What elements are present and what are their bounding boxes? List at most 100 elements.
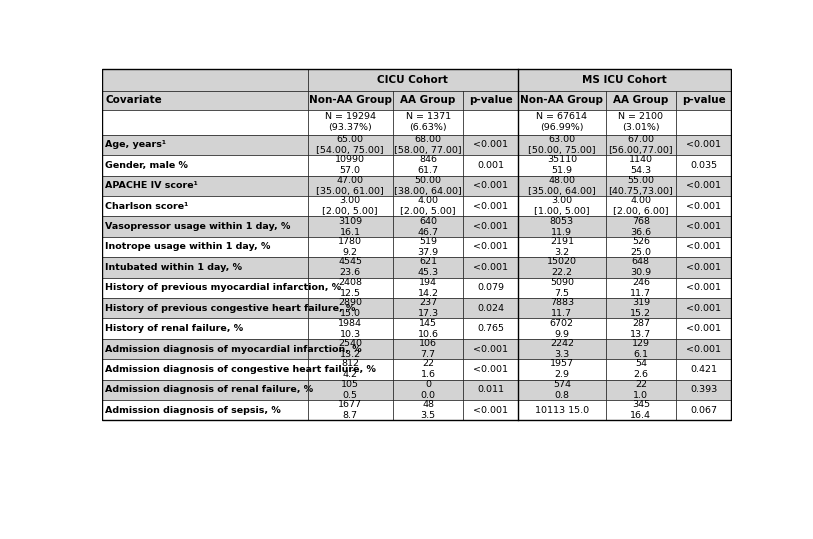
Bar (676, 379, 731, 400)
Text: 0.011: 0.011 (477, 385, 504, 395)
Text: 574
0.8: 574 0.8 (553, 380, 571, 400)
Text: 287
13.7: 287 13.7 (630, 319, 651, 338)
Text: 105
0.5: 105 0.5 (341, 380, 359, 400)
Text: 65.00
[54.00, 75.00]: 65.00 [54.00, 75.00] (316, 135, 384, 155)
Bar (606, 216, 676, 237)
Text: <0.001: <0.001 (473, 222, 508, 231)
Bar (102, 91, 307, 110)
Bar (393, 278, 463, 298)
Bar (518, 155, 606, 176)
Text: 15020
22.2: 15020 22.2 (547, 257, 577, 278)
Text: 67.00
[56.00,77.00]: 67.00 [56.00,77.00] (609, 135, 673, 155)
Text: 319
15.2: 319 15.2 (630, 298, 651, 318)
Bar (676, 135, 731, 155)
Text: 4.00
[2.00, 5.00]: 4.00 [2.00, 5.00] (400, 196, 456, 216)
Bar (463, 110, 518, 135)
Text: 8053
11.9: 8053 11.9 (550, 217, 574, 237)
Text: History of previous myocardial infarction, %: History of previous myocardial infarctio… (105, 284, 341, 292)
Text: <0.001: <0.001 (686, 181, 721, 190)
Bar (307, 359, 393, 379)
Bar (606, 110, 676, 135)
Bar (606, 176, 676, 196)
Bar (393, 110, 463, 135)
Text: 6702
9.9: 6702 9.9 (550, 319, 574, 338)
Text: 1677
8.7: 1677 8.7 (338, 400, 362, 420)
Bar (102, 400, 307, 420)
Text: Admission diagnosis of sepsis, %: Admission diagnosis of sepsis, % (105, 406, 280, 414)
Bar (518, 298, 606, 319)
Bar (676, 319, 731, 339)
Bar (518, 110, 606, 135)
Bar (463, 155, 518, 176)
Bar (307, 155, 393, 176)
Bar (102, 319, 307, 339)
Text: 2191
3.2: 2191 3.2 (550, 237, 574, 257)
Text: 48.00
[35.00, 64.00]: 48.00 [35.00, 64.00] (528, 176, 596, 196)
Text: Covariate: Covariate (106, 95, 163, 106)
Text: 129
6.1: 129 6.1 (632, 339, 650, 359)
Bar (102, 298, 307, 319)
Bar (463, 257, 518, 278)
Text: 0.765: 0.765 (477, 324, 504, 333)
Bar (676, 216, 731, 237)
Text: MS ICU Cohort: MS ICU Cohort (582, 75, 667, 85)
Text: Admission diagnosis of myocardial infarction, %: Admission diagnosis of myocardial infarc… (105, 344, 362, 354)
Bar (102, 110, 307, 135)
Text: p-value: p-value (681, 95, 725, 106)
Text: 7883
11.7: 7883 11.7 (550, 298, 574, 318)
Bar (676, 155, 731, 176)
Text: 55.00
[40.75,73.00]: 55.00 [40.75,73.00] (608, 176, 673, 196)
Text: 3.00
[1.00, 5.00]: 3.00 [1.00, 5.00] (534, 196, 589, 216)
Bar (393, 196, 463, 216)
Bar (102, 70, 307, 91)
Text: 50.00
[38.00, 64.00]: 50.00 [38.00, 64.00] (394, 176, 462, 196)
Text: 621
45.3: 621 45.3 (418, 257, 439, 278)
Text: 22
1.6: 22 1.6 (420, 360, 436, 379)
Text: 768
36.6: 768 36.6 (630, 217, 651, 237)
Bar (518, 379, 606, 400)
Bar (393, 400, 463, 420)
Bar (606, 379, 676, 400)
Text: 0.067: 0.067 (690, 406, 717, 414)
Text: 2890
15.0: 2890 15.0 (338, 298, 362, 318)
Text: <0.001: <0.001 (473, 243, 508, 252)
Bar (606, 339, 676, 359)
Text: <0.001: <0.001 (686, 303, 721, 313)
Text: <0.001: <0.001 (473, 181, 508, 190)
Text: 246
11.7: 246 11.7 (630, 278, 651, 298)
Bar (102, 135, 307, 155)
Text: Admission diagnosis of renal failure, %: Admission diagnosis of renal failure, % (105, 385, 313, 395)
Text: 846
61.7: 846 61.7 (418, 155, 438, 175)
Text: 0
0.0: 0 0.0 (420, 380, 436, 400)
Bar (307, 176, 393, 196)
Text: 2540
13.2: 2540 13.2 (338, 339, 362, 359)
Bar (102, 155, 307, 176)
Bar (518, 196, 606, 216)
Text: 2242
3.3: 2242 3.3 (550, 339, 574, 359)
Bar (393, 298, 463, 319)
Bar (307, 196, 393, 216)
Bar (518, 359, 606, 379)
Text: 10990
57.0: 10990 57.0 (335, 155, 365, 175)
Bar (676, 278, 731, 298)
Bar (518, 216, 606, 237)
Text: 648
30.9: 648 30.9 (630, 257, 651, 278)
Bar (307, 237, 393, 257)
Text: <0.001: <0.001 (473, 263, 508, 272)
Text: 1140
54.3: 1140 54.3 (629, 155, 653, 175)
Text: <0.001: <0.001 (686, 324, 721, 333)
Bar (518, 319, 606, 339)
Bar (102, 216, 307, 237)
Text: 519
37.9: 519 37.9 (418, 237, 439, 257)
Bar (307, 278, 393, 298)
Bar (606, 298, 676, 319)
Bar (102, 339, 307, 359)
Text: 4545
23.6: 4545 23.6 (338, 257, 362, 278)
Text: 35110
51.9: 35110 51.9 (547, 155, 577, 175)
Text: History of renal failure, %: History of renal failure, % (105, 324, 243, 333)
Bar (102, 278, 307, 298)
Text: p-value: p-value (469, 95, 513, 106)
Bar (393, 135, 463, 155)
Text: Gender, male %: Gender, male % (105, 161, 188, 170)
Text: 0.001: 0.001 (477, 161, 504, 170)
